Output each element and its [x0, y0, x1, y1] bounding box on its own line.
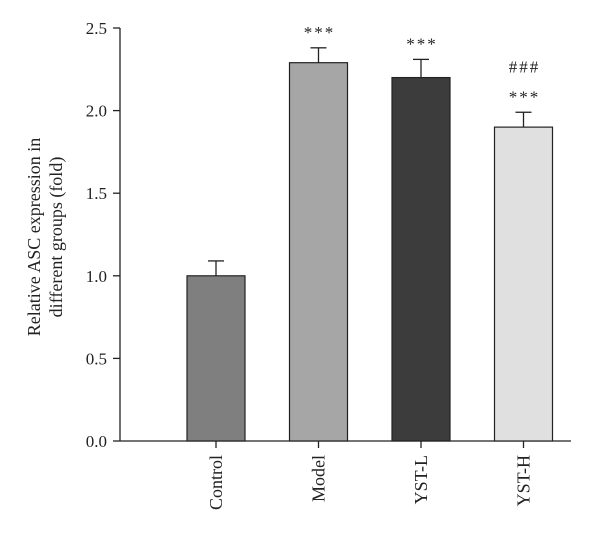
y-tick-label: 0.5	[86, 349, 107, 368]
bar-yst-h	[493, 126, 554, 442]
significance-yst-h-1: ***	[509, 87, 541, 106]
error-bars	[208, 47, 532, 276]
significance-annotations: *** *** ### ***	[304, 23, 541, 106]
category-label-yst-l: YST-L	[411, 455, 431, 504]
x-axis-categories: Control Model YST-L YST-H	[206, 455, 534, 510]
y-tick-label: 2.5	[86, 19, 107, 38]
bar-control	[186, 275, 246, 442]
y-axis-label-line-1: Relative ASC expression in	[24, 138, 44, 336]
bars	[186, 62, 554, 442]
y-axis-label: Relative ASC expression in different gro…	[24, 138, 67, 336]
category-label-model: Model	[309, 455, 329, 502]
category-label-control: Control	[206, 455, 226, 510]
bar-model	[288, 62, 349, 442]
y-tick-label: 0.0	[86, 432, 107, 451]
category-label-yst-h: YST-H	[514, 455, 534, 506]
significance-yst-l-0: ***	[406, 34, 438, 53]
y-tick-label: 1.5	[86, 184, 107, 203]
y-axis-label-line-2: different groups (fold)	[46, 157, 67, 318]
bar-yst-l	[391, 76, 451, 442]
significance-model-0: ***	[304, 23, 336, 42]
significance-yst-h-0: ###	[509, 57, 541, 76]
y-tick-label: 1.0	[86, 267, 107, 286]
y-tick-label: 2.0	[86, 102, 107, 121]
